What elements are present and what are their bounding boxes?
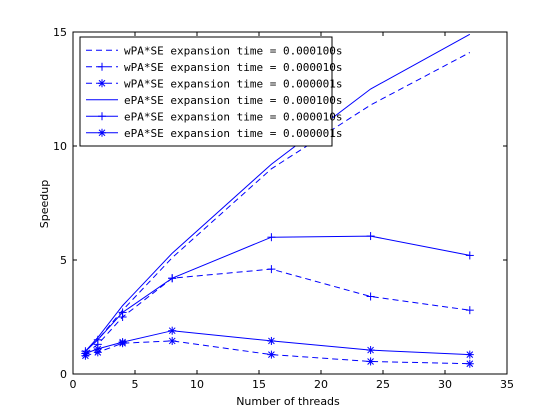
data-point: [93, 344, 102, 353]
data-point: [267, 265, 276, 274]
y-tick-label: 0: [60, 368, 67, 381]
legend-label: wPA*SE expansion time = 0.000010s: [124, 61, 343, 74]
marker-stroke: [168, 337, 176, 345]
marker-stroke: [98, 129, 106, 137]
legend-marker: [98, 62, 106, 71]
x-axis-label: Number of threads: [236, 395, 340, 408]
legend-entry: wPA*SE expansion time = 0.000001s: [86, 77, 343, 90]
x-tick-label: 25: [376, 378, 390, 391]
x-tick-label: 10: [190, 378, 204, 391]
data-point: [267, 233, 276, 242]
marker-stroke: [82, 350, 89, 357]
legend-entry: ePA*SE expansion time = 0.000010s: [86, 110, 343, 123]
data-point: [267, 336, 276, 345]
legend: wPA*SE expansion time = 0.000100s wPA*SE …: [79, 36, 343, 147]
data-point: [118, 308, 127, 317]
data-point: [366, 232, 375, 241]
data-point: [465, 359, 474, 368]
x-tick-label: 15: [252, 378, 266, 391]
data-point: [168, 326, 177, 335]
legend-marker: [98, 128, 106, 137]
y-tick-label: 15: [53, 26, 67, 39]
y-tick-label: 5: [60, 254, 67, 267]
marker-stroke: [466, 351, 474, 358]
marker-stroke: [367, 358, 374, 365]
legend-label: ePA*SE expansion time = 0.000001s: [124, 127, 343, 140]
data-point: [465, 350, 474, 359]
legend-label: ePA*SE expansion time = 0.000100s: [124, 94, 343, 107]
legend-box: [79, 36, 333, 147]
x-tick-label: 30: [438, 378, 452, 391]
data-point: [366, 292, 375, 301]
data-point: [168, 336, 177, 345]
legend-entry: wPA*SE expansion time = 0.000010s: [86, 61, 343, 74]
y-axis-label: Speedup: [38, 180, 51, 228]
legend-entry: ePA*SE expansion time = 0.000100s: [86, 94, 343, 107]
legend-label: wPA*SE expansion time = 0.000100s: [124, 44, 343, 57]
marker-stroke: [268, 337, 275, 345]
data-point: [465, 251, 474, 260]
x-tick-label: 20: [314, 378, 328, 391]
ticks-group: 0 5 10 15 20 25 30 35 0 5 10 15: [53, 26, 514, 391]
legend-entry: ePA*SE expansion time = 0.000001s: [86, 127, 343, 140]
data-point: [118, 338, 127, 347]
marker-stroke: [367, 346, 374, 354]
marker-stroke: [466, 360, 474, 368]
marker-stroke: [168, 327, 176, 335]
marker-stroke: [94, 345, 102, 353]
legend-marker: [98, 79, 106, 88]
data-point: [366, 357, 375, 366]
data-point: [168, 274, 177, 283]
data-point: [465, 306, 474, 315]
x-tick-label: 0: [70, 378, 77, 391]
legend-label: ePA*SE expansion time = 0.000010s: [124, 110, 343, 123]
data-point: [366, 346, 375, 355]
marker-stroke: [119, 338, 126, 346]
data-point: [267, 350, 276, 359]
marker-stroke: [98, 79, 106, 87]
marker-stroke: [268, 351, 275, 358]
series-6: [81, 326, 474, 359]
legend-entry: wPA*SE expansion time = 0.000100s: [86, 44, 343, 57]
x-tick-label: 35: [500, 378, 514, 391]
legend-label: wPA*SE expansion time = 0.000001s: [124, 77, 343, 90]
legend-marker: [98, 112, 106, 121]
data-point: [93, 335, 102, 344]
data-point: [81, 349, 90, 358]
y-tick-label: 10: [53, 140, 67, 153]
series-group: [81, 33, 474, 368]
x-tick-label: 5: [132, 378, 139, 391]
